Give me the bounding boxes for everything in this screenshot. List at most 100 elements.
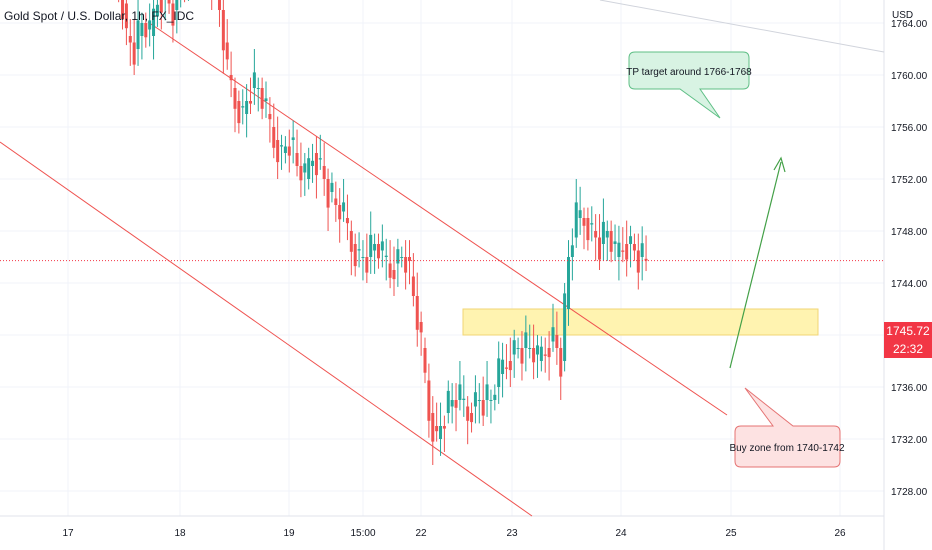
candle-body xyxy=(357,249,361,251)
candle-body xyxy=(322,166,326,179)
candle-body xyxy=(338,205,342,220)
candle-body xyxy=(411,276,415,296)
candle-body xyxy=(233,88,237,109)
candle-body xyxy=(598,237,602,260)
candle-body xyxy=(128,36,132,43)
candle-body xyxy=(400,257,404,258)
candle-body xyxy=(272,127,276,148)
candle-body xyxy=(330,182,334,192)
candle-body xyxy=(353,244,357,267)
y-tick-label: 1728.00 xyxy=(891,487,928,498)
candle-body xyxy=(489,400,493,401)
candle-body xyxy=(334,198,338,205)
candle-body xyxy=(369,234,373,257)
candle-body xyxy=(504,367,508,369)
candle-body xyxy=(586,218,590,241)
candle-body xyxy=(314,153,318,176)
candle-body xyxy=(140,23,144,36)
candle-body xyxy=(555,335,559,348)
candle-body xyxy=(439,426,443,439)
candle-body xyxy=(508,361,512,371)
x-tick-label: 18 xyxy=(174,528,186,539)
candle-body xyxy=(427,380,431,421)
candle-body xyxy=(260,88,264,109)
candle-body xyxy=(621,250,625,252)
candle-body xyxy=(435,426,439,432)
candle-body xyxy=(640,243,644,257)
projection-arrow-head xyxy=(773,156,786,173)
candle-body xyxy=(493,394,497,400)
candle-body xyxy=(345,218,349,224)
candle-body xyxy=(582,218,586,226)
candle-body xyxy=(605,231,609,238)
candle-body xyxy=(295,153,299,166)
candle-body xyxy=(547,348,551,358)
candle-body xyxy=(551,327,555,342)
candle-body xyxy=(512,340,516,355)
channel-upper-line xyxy=(147,21,728,416)
candle-body xyxy=(318,158,322,160)
x-tick-label: 22 xyxy=(415,528,427,539)
candle-group xyxy=(118,0,648,465)
candle-body xyxy=(342,202,346,212)
candle-body xyxy=(520,348,524,364)
y-tick-label: 1744.00 xyxy=(891,279,928,290)
candle-body xyxy=(252,72,256,88)
x-tick-label: 25 xyxy=(725,528,737,539)
tp-callout-box xyxy=(628,51,750,119)
candle-body xyxy=(423,348,427,373)
candle-body xyxy=(462,398,466,400)
x-tick-label: 26 xyxy=(834,528,846,539)
trend-line-grey xyxy=(599,0,885,53)
candle-body xyxy=(121,0,125,20)
candle-body xyxy=(392,270,396,280)
candle-body xyxy=(225,42,229,60)
candle-body xyxy=(365,257,369,273)
candle-body xyxy=(535,345,539,355)
candle-body xyxy=(590,223,594,225)
candle-body xyxy=(636,250,640,273)
candle-body xyxy=(311,160,315,166)
candle-body xyxy=(376,244,380,259)
candle-body xyxy=(454,400,458,408)
candle-body xyxy=(388,263,392,278)
candle-body xyxy=(644,258,648,261)
candle-body xyxy=(384,255,388,257)
candle-body xyxy=(446,390,450,413)
x-tick-label: 17 xyxy=(62,528,74,539)
y-tick-label: 1752.00 xyxy=(891,175,928,186)
candle-body xyxy=(326,179,330,208)
buy-zone-rect xyxy=(462,308,819,336)
candle-body xyxy=(249,101,252,104)
x-tick-label: 19 xyxy=(283,528,295,539)
candle-body xyxy=(563,293,567,361)
candle-body xyxy=(229,75,233,81)
candle-body xyxy=(276,140,280,163)
buy-callout-text: Buy zone from 1740-1742 xyxy=(729,443,845,454)
candle-body xyxy=(477,400,481,401)
candle-body xyxy=(470,413,474,423)
y-tick-label: 1736.00 xyxy=(891,383,928,394)
candle-body xyxy=(408,257,411,261)
candle-body xyxy=(485,384,489,400)
candle-body xyxy=(570,245,574,257)
candle-body xyxy=(256,88,260,89)
candle-body xyxy=(148,20,152,30)
candle-body xyxy=(245,101,249,114)
candle-body xyxy=(268,114,272,120)
candle-body xyxy=(299,166,303,181)
candle-body xyxy=(264,98,268,101)
y-tick-label: 1732.00 xyxy=(891,435,928,446)
candle-body xyxy=(481,400,485,416)
candle-body xyxy=(458,384,462,400)
channel-lower-line xyxy=(0,141,533,517)
candle-body xyxy=(613,241,617,244)
candle-body xyxy=(373,244,377,251)
countdown-tag: 22:32 xyxy=(884,340,932,358)
candle-body xyxy=(516,348,520,349)
candle-body xyxy=(528,348,532,349)
candle-body xyxy=(167,0,171,4)
candle-body xyxy=(280,145,284,147)
candle-body xyxy=(380,241,384,251)
